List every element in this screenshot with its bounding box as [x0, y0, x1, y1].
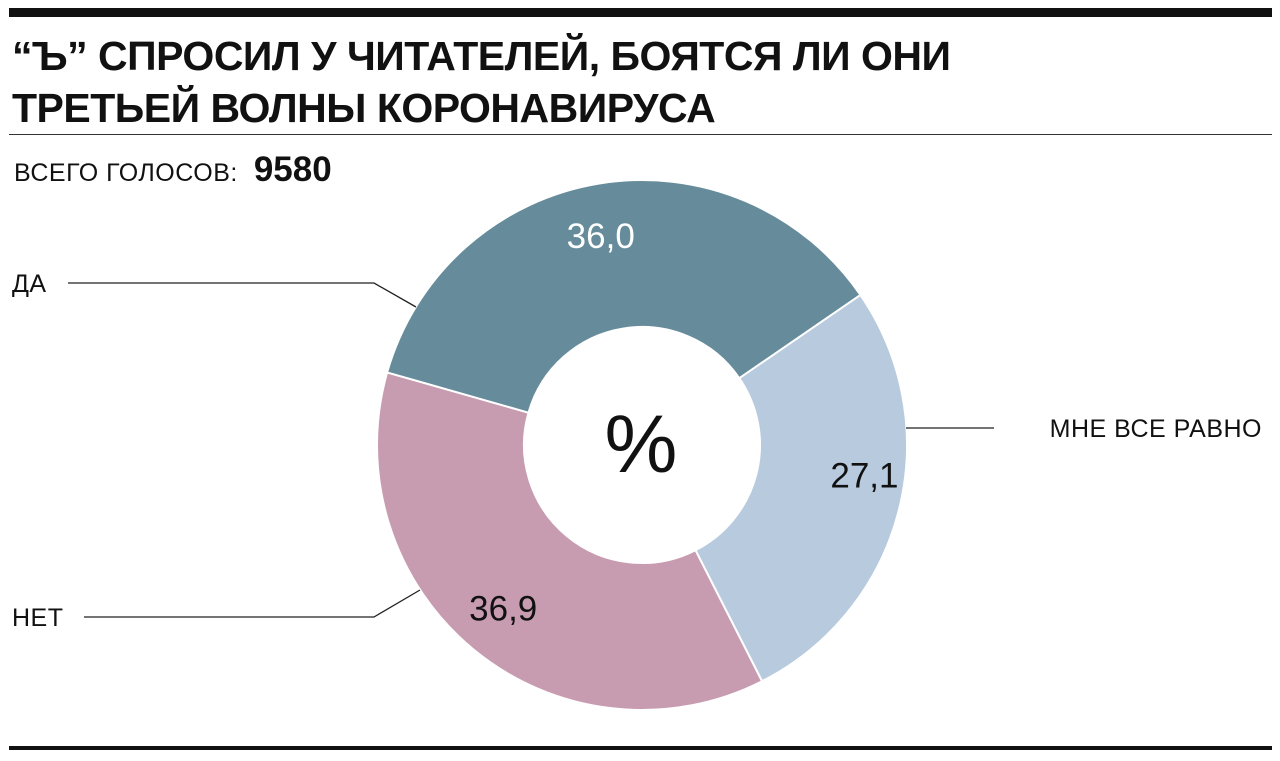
total-votes: ВСЕГО ГОЛОСОВ: 9580 [14, 150, 332, 190]
value-label-да: 36,0 [567, 217, 635, 256]
total-votes-value: 9580 [253, 150, 332, 189]
leader-line-да [68, 282, 417, 308]
category-label-мне-все-равно: МНЕ ВСЕ РАВНО [1050, 415, 1262, 443]
chart-title: “Ъ” СПРОСИЛ У ЧИТАТЕЛЕЙ, БОЯТСЯ ЛИ ОНИ Т… [12, 30, 1012, 134]
category-label-нет: НЕТ [12, 604, 64, 632]
chart-title-line-2: ТРЕТЬЕЙ ВОЛНЫ КОРОНАВИРУСА [12, 85, 716, 131]
chart-title-line-1: “Ъ” СПРОСИЛ У ЧИТАТЕЛЕЙ, БОЯТСЯ ЛИ ОНИ [12, 33, 951, 79]
value-label-мне-все-равно: 27,1 [830, 456, 898, 495]
top-rule [9, 8, 1272, 17]
leader-line-нет [84, 589, 421, 618]
center-percent-label: % [605, 399, 678, 490]
slice-мне-все-равно [694, 293, 908, 683]
total-votes-label: ВСЕГО ГОЛОСОВ: [14, 159, 238, 187]
title-divider [9, 134, 1272, 135]
value-label-нет: 36,9 [469, 590, 537, 629]
bottom-rule [9, 746, 1272, 750]
slice-да [385, 179, 862, 414]
category-label-да: ДА [12, 270, 47, 298]
slice-нет [376, 371, 764, 711]
